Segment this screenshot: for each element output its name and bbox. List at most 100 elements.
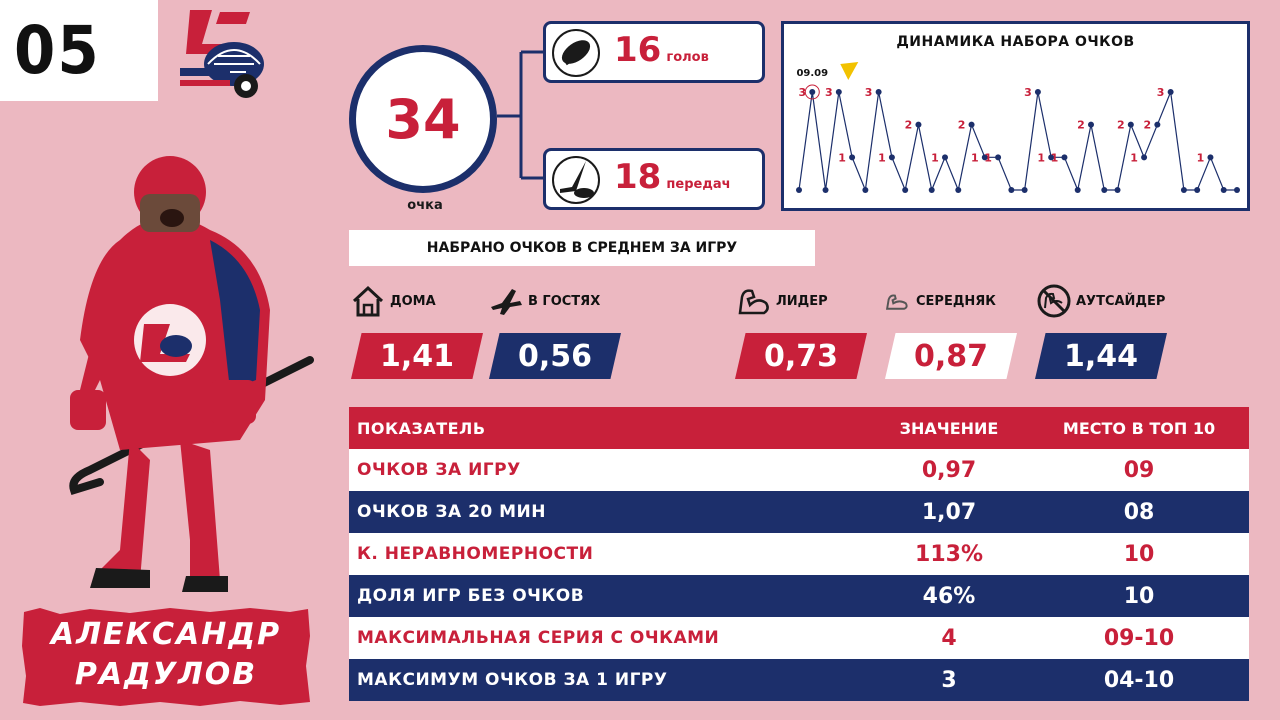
header-value: ЗНАЧЕНИЕ bbox=[899, 418, 999, 438]
split-value-home: 1,41 bbox=[351, 333, 483, 379]
split-label: СЕРЕДНЯК bbox=[916, 293, 996, 309]
split-home: ДОМА bbox=[350, 283, 436, 319]
split-value-leader: 0,73 bbox=[735, 333, 867, 379]
data-label: 1 bbox=[984, 151, 992, 164]
team-logo-icon bbox=[180, 10, 264, 98]
home-icon bbox=[352, 285, 384, 317]
row-value: 3 bbox=[941, 667, 957, 693]
goals-unit: голов bbox=[666, 50, 709, 65]
player-photo bbox=[69, 156, 314, 592]
row-rank: 08 bbox=[1123, 499, 1155, 525]
series-line bbox=[798, 89, 1237, 193]
data-point bbox=[928, 187, 935, 193]
data-point bbox=[942, 154, 948, 161]
assists-row: 18 передач bbox=[614, 157, 731, 197]
data-point bbox=[955, 187, 962, 193]
data-label: 2 bbox=[1144, 119, 1152, 132]
puck-icon bbox=[552, 29, 600, 77]
split-label: ЛИДЕР bbox=[776, 293, 828, 309]
annotation-ring bbox=[804, 84, 820, 100]
goals-value: 16 bbox=[614, 30, 662, 70]
stats-table: ПОКАЗАТЕЛЬ ЗНАЧЕНИЕ МЕСТО В ТОП 10 ОЧКОВ… bbox=[349, 407, 1249, 701]
split-outsider: АУТСАЙДЕР bbox=[1036, 283, 1165, 319]
data-label: 3 bbox=[1024, 86, 1032, 99]
goals-row: 16 голов bbox=[614, 30, 709, 70]
data-point bbox=[981, 154, 988, 161]
chart-title: ДИНАМИКА НАБОРА ОЧКОВ bbox=[896, 34, 1135, 50]
data-point bbox=[1048, 154, 1055, 161]
header-metric: ПОКАЗАТЕЛЬ bbox=[357, 418, 486, 438]
avg-banner-text: НАБРАНО ОЧКОВ В СРЕДНЕМ ЗА ИГРУ bbox=[426, 240, 738, 256]
data-point bbox=[875, 89, 882, 95]
row-rank: 10 bbox=[1123, 583, 1155, 609]
annotation-marker-icon bbox=[840, 62, 859, 80]
data-label: 3 bbox=[865, 86, 873, 99]
row-rank: 04-10 bbox=[1103, 667, 1175, 693]
row-value: 0,97 bbox=[921, 457, 977, 483]
data-point bbox=[1207, 154, 1214, 161]
row-metric: МАКСИМУМ ОЧКОВ ЗА 1 ИГРУ bbox=[357, 670, 668, 690]
data-point bbox=[1220, 187, 1227, 193]
row-metric: ДОЛЯ ИГР БЕЗ ОЧКОВ bbox=[357, 586, 585, 606]
data-label: 3 bbox=[825, 86, 833, 99]
data-point bbox=[1101, 187, 1108, 193]
data-point bbox=[1127, 121, 1134, 128]
data-label: 1 bbox=[971, 151, 979, 164]
split-middle: СЕРЕДНЯК bbox=[884, 283, 996, 319]
split-value-away: 0,56 bbox=[489, 333, 621, 379]
split-label: ДОМА bbox=[390, 293, 436, 309]
assists-value: 18 bbox=[614, 157, 662, 197]
data-label: 1 bbox=[878, 151, 886, 164]
data-point bbox=[1194, 187, 1201, 193]
table-row: МАКСИМАЛЬНАЯ СЕРИЯ С ОЧКАМИ 4 09-10 bbox=[349, 617, 1249, 659]
data-label: 2 bbox=[905, 119, 913, 132]
split-away: В ГОСТЯХ bbox=[488, 283, 600, 319]
data-label: 2 bbox=[1077, 119, 1085, 132]
data-label: 1 bbox=[931, 151, 939, 164]
data-label: 1 bbox=[1130, 151, 1138, 164]
data-label: 3 bbox=[798, 86, 806, 99]
table-row: К. НЕРАВНОМЕРНОСТИ 113% 10 bbox=[349, 533, 1249, 575]
row-metric: МАКСИМАЛЬНАЯ СЕРИЯ С ОЧКАМИ bbox=[357, 628, 720, 648]
row-rank: 10 bbox=[1123, 541, 1155, 567]
split-label: АУТСАЙДЕР bbox=[1076, 293, 1166, 309]
data-point bbox=[796, 187, 802, 193]
data-label: 1 bbox=[1051, 151, 1059, 164]
row-rank: 09 bbox=[1123, 457, 1155, 483]
data-point bbox=[849, 154, 856, 161]
points-circle: 34 bbox=[349, 45, 497, 193]
no-arm-icon bbox=[1037, 284, 1071, 318]
split-label: В ГОСТЯХ bbox=[528, 293, 601, 309]
data-point bbox=[1061, 154, 1068, 161]
assists-box: 18 передач bbox=[543, 148, 765, 210]
goals-box: 16 голов bbox=[543, 21, 765, 83]
data-point bbox=[1034, 89, 1041, 95]
data-point bbox=[809, 89, 816, 95]
points-value: 34 bbox=[385, 87, 461, 151]
table-row: ОЧКОВ ЗА 20 МИН 1,07 08 bbox=[349, 491, 1249, 533]
player-name: АЛЕКСАНДР РАДУЛОВ bbox=[20, 615, 312, 695]
row-value: 4 bbox=[941, 625, 957, 651]
player-first-name: АЛЕКСАНДР bbox=[50, 617, 282, 652]
data-point bbox=[1021, 187, 1028, 193]
rank-box bbox=[0, 0, 158, 101]
data-label: 2 bbox=[958, 119, 966, 132]
row-metric: К. НЕРАВНОМЕРНОСТИ bbox=[357, 544, 594, 564]
avg-banner: НАБРАНО ОЧКОВ В СРЕДНЕМ ЗА ИГРУ bbox=[349, 230, 815, 266]
data-point bbox=[835, 89, 842, 95]
data-point bbox=[1234, 187, 1240, 193]
row-value: 113% bbox=[915, 541, 983, 567]
row-value: 46% bbox=[922, 583, 976, 609]
airplane-icon bbox=[491, 289, 522, 315]
stick-puck-icon bbox=[552, 156, 600, 204]
data-point bbox=[1088, 121, 1094, 128]
data-point bbox=[1154, 121, 1161, 128]
data-point bbox=[862, 187, 869, 193]
connector-lines bbox=[497, 50, 543, 180]
data-point bbox=[902, 187, 909, 193]
data-point bbox=[1141, 154, 1148, 161]
player-last-name: РАДУЛОВ bbox=[74, 657, 258, 692]
points-label: очка bbox=[407, 198, 443, 213]
assists-unit: передач bbox=[666, 177, 731, 192]
